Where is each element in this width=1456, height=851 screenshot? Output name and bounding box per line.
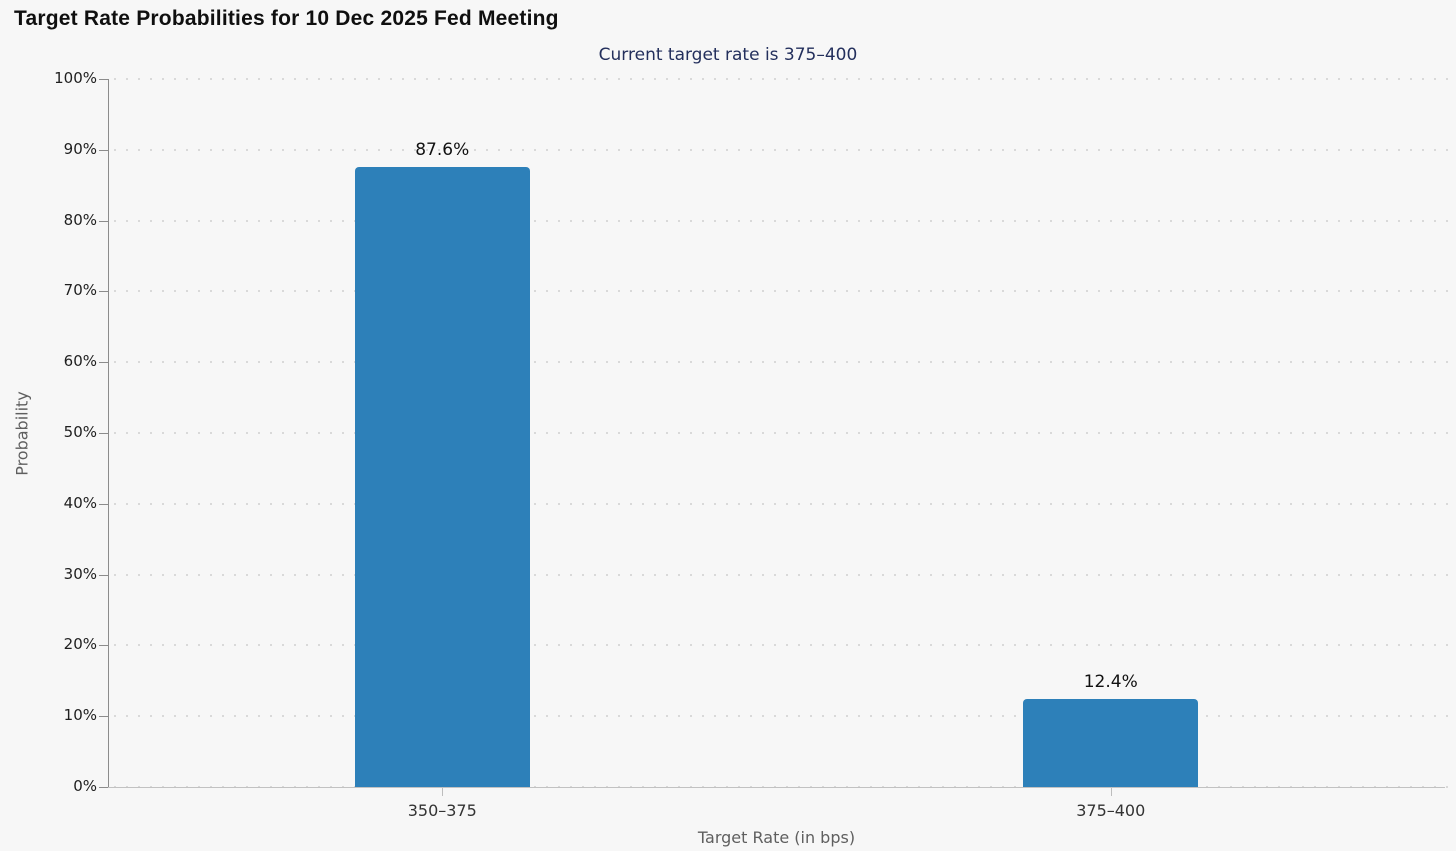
y-tick-label: 30% — [63, 564, 97, 583]
chart-title: Target Rate Probabilities for 10 Dec 202… — [14, 7, 559, 30]
y-axis-tick — [99, 433, 108, 434]
bar-value-label: 87.6% — [415, 139, 470, 160]
y-axis-tick — [99, 291, 108, 293]
gridline — [114, 78, 1456, 80]
y-tick-label: 70% — [63, 281, 97, 300]
y-tick-label: 80% — [63, 210, 97, 229]
gridline — [114, 290, 1456, 293]
bar-value-label: 12.4% — [1083, 672, 1138, 693]
bar-350–375 — [354, 166, 530, 787]
chart-subtitle: Current target rate is 375–400 — [598, 45, 858, 65]
y-tick-label: 40% — [63, 493, 97, 512]
y-axis-tick — [99, 787, 108, 788]
y-tick-label: 0% — [73, 777, 97, 795]
x-category-label: 350–375 — [407, 801, 477, 820]
y-axis-tick — [99, 574, 108, 576]
y-axis-line — [108, 79, 109, 788]
gridline — [114, 361, 1456, 364]
gridline — [114, 502, 1456, 505]
x-category-label: 375–400 — [1076, 801, 1146, 820]
gridline — [114, 715, 1456, 718]
y-axis-tick — [99, 645, 108, 647]
y-axis-tick — [99, 503, 108, 505]
y-axis-tick — [99, 716, 108, 718]
x-axis-tick — [442, 788, 444, 796]
y-tick-label: 100% — [54, 69, 97, 87]
y-tick-label: 50% — [63, 423, 97, 441]
x-axis-line — [108, 787, 1445, 788]
gridline — [114, 148, 1456, 151]
gridline — [114, 432, 1456, 434]
x-axis-tick — [1110, 788, 1112, 796]
y-tick-label: 60% — [63, 352, 97, 371]
y-axis-tick — [99, 220, 108, 222]
x-axis-title: Target Rate (in bps) — [697, 828, 856, 847]
y-axis-tick — [99, 362, 108, 364]
gridline — [114, 219, 1456, 222]
gridline — [114, 644, 1456, 647]
y-tick-label: 20% — [63, 635, 97, 654]
y-axis-tick — [99, 149, 108, 151]
y-tick-label: 10% — [63, 706, 97, 725]
bar-375–400 — [1023, 699, 1199, 787]
y-axis-tick — [99, 79, 108, 80]
y-tick-label: 90% — [63, 139, 97, 158]
gridline — [114, 573, 1456, 576]
